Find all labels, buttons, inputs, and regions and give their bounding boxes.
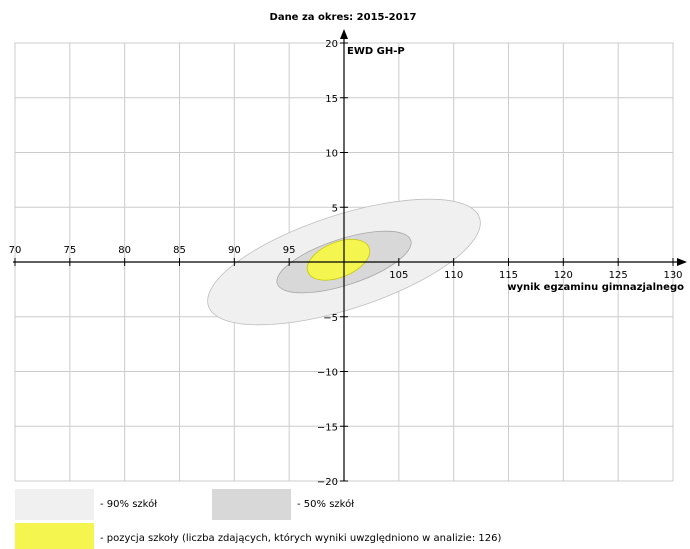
legend-label-90: - 90% szkół	[100, 499, 158, 510]
y-tick-label: −20	[317, 477, 338, 488]
ellipse-school	[306, 239, 371, 281]
legend-label-school: - pozycja szkoły (liczba zdających, któr…	[100, 533, 502, 544]
y-tick-label: −5	[323, 313, 338, 324]
x-tick-label: 130	[663, 270, 682, 281]
x-tick-label: 70	[9, 245, 22, 256]
x-tick-label: 105	[389, 270, 408, 281]
y-tick-label: −10	[317, 368, 338, 379]
x-tick-label: 125	[609, 270, 628, 281]
x-tick-label: 115	[499, 270, 518, 281]
x-tick-label: 95	[283, 245, 296, 256]
y-tick-label: 10	[325, 149, 338, 160]
legend-swatch-50	[212, 489, 291, 520]
legend-label-50: - 50% szkół	[297, 499, 355, 510]
x-tick-label: 85	[173, 245, 186, 256]
y-tick-label: −15	[317, 422, 338, 433]
x-tick-label: 120	[554, 270, 573, 281]
x-axis-arrow	[677, 258, 687, 266]
y-tick-label: 5	[332, 203, 338, 214]
x-tick-label: 75	[63, 245, 76, 256]
x-tick-label: 110	[444, 270, 463, 281]
legend-swatch-school	[15, 523, 94, 549]
x-tick-label: 90	[228, 245, 241, 256]
y-tick-label: 20	[325, 39, 338, 50]
y-axis-arrow	[340, 29, 348, 39]
x-tick-label: 80	[118, 245, 131, 256]
chart-title: Dane za okres: 2015-2017	[270, 12, 417, 23]
y-tick-label: 15	[325, 94, 338, 105]
y-axis-label: EWD GH-P	[347, 46, 405, 57]
legend-swatch-90	[15, 489, 94, 520]
x-axis-label: wynik egzaminu gimnazjalnego	[507, 282, 684, 293]
